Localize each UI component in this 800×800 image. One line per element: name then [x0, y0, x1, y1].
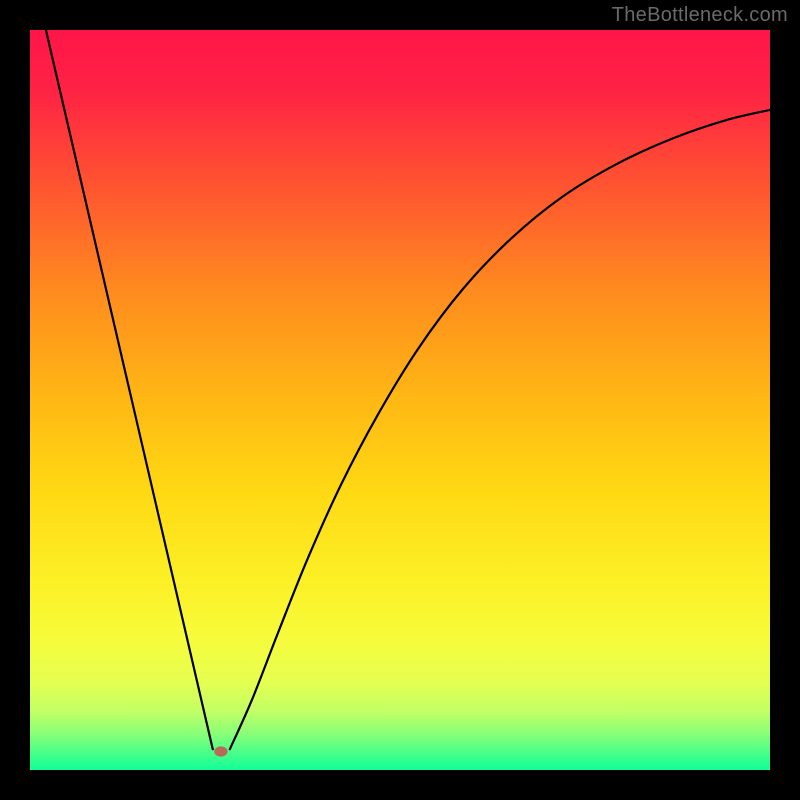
chart-frame: TheBottleneck.com — [0, 0, 800, 800]
watermark-text: TheBottleneck.com — [612, 4, 788, 27]
plot-area — [30, 30, 770, 770]
curve-left-branch — [46, 30, 213, 749]
minimum-marker — [214, 746, 227, 756]
bottleneck-curve — [30, 30, 770, 770]
curve-right-branch — [230, 110, 770, 749]
